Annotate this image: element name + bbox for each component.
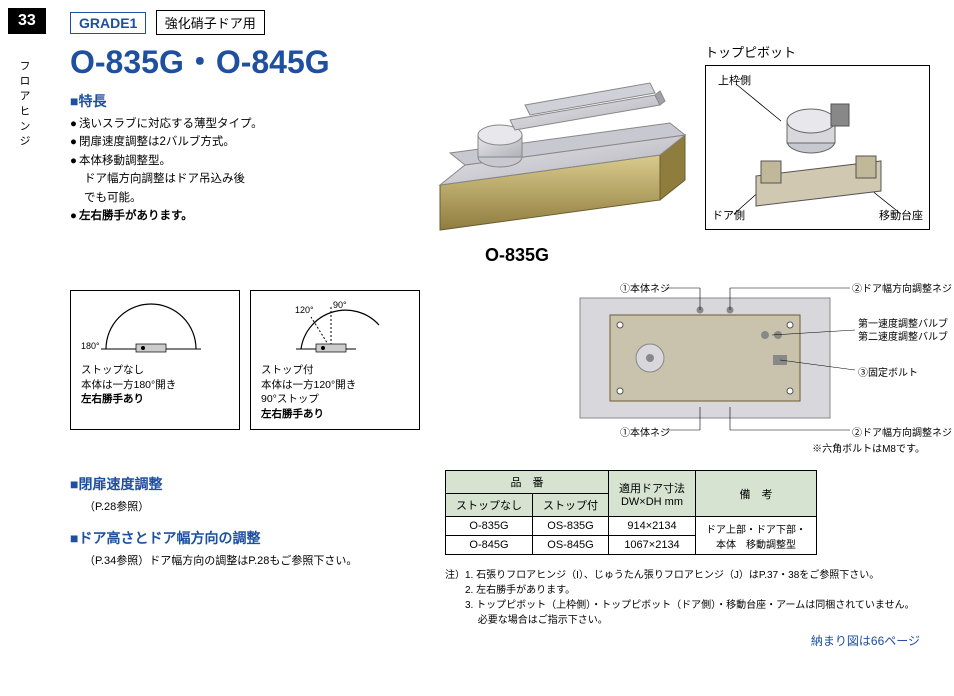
pivot-annotation-top: 上枠側 <box>718 72 751 88</box>
diagram-text: ストップ付本体は一方120°開き90°ストップ左右勝手あり <box>261 363 409 422</box>
table-header: 備 考 <box>696 471 817 517</box>
annotation: 第一速度調整バルブ第二速度調整バルブ <box>858 318 948 344</box>
component-diagram: ①本体ネジ ②ドア幅方向調整ネジ 第一速度調整バルブ第二速度調整バルブ ③固定ボ… <box>520 280 935 445</box>
svg-text:180°: 180° <box>81 341 100 351</box>
grade-badge: GRADE1 <box>70 12 146 34</box>
diagram-with-stop: 120° 90° ストップ付本体は一方120°開き90°ストップ左右勝手あり <box>250 290 420 430</box>
page-number: 33 <box>8 8 46 34</box>
usage-badge: 強化硝子ドア用 <box>156 10 265 35</box>
arc-180-icon: 180° <box>81 299 231 359</box>
product-image-label: O-835G <box>485 245 549 266</box>
component-illustration <box>520 280 935 440</box>
top-pivot-title: トップピボット <box>705 42 930 61</box>
diagram-text: ストップなし本体は一方180°開き左右勝手あり <box>81 363 229 407</box>
diagram-no-stop: 180° ストップなし本体は一方180°開き左右勝手あり <box>70 290 240 430</box>
opening-diagram-row: 180° ストップなし本体は一方180°開き左右勝手あり 120° 90° スト… <box>70 290 430 430</box>
annotation: ②ドア幅方向調整ネジ <box>852 424 952 439</box>
annotation: ②ドア幅方向調整ネジ <box>852 280 952 295</box>
side-category-label: フロアヒンジ <box>16 60 32 150</box>
table-header: ストップ付 <box>533 494 609 517</box>
spec-table: 品 番 適用ドア寸法DW×DH mm 備 考 ストップなし ストップ付 O-83… <box>445 470 817 555</box>
table-row: O-835G OS-835G 914×2134 ドア上部・ドア下部・本体 移動調… <box>446 517 817 536</box>
table-header: 品 番 <box>446 471 609 494</box>
pivot-annotation-left: ドア側 <box>712 207 745 223</box>
pivot-annotation-right: 移動台座 <box>879 207 923 223</box>
top-pivot-frame: 上枠側 ドア側 移動台座 <box>705 65 930 230</box>
svg-text:90°: 90° <box>333 300 347 310</box>
table-header: 適用ドア寸法DW×DH mm <box>609 471 696 517</box>
page-reference-link: 納まり図は66ページ <box>811 632 920 649</box>
annotation: ③固定ボルト <box>858 364 918 379</box>
table-notes: 注）1. 石張りフロアヒンジ（I）、じゅうたん張りフロアヒンジ（J）はP.37・… <box>445 568 915 628</box>
component-note: ※六角ボルトはM8です。 <box>812 440 925 455</box>
svg-text:120°: 120° <box>295 305 314 315</box>
top-pivot-section: トップピボット 上枠側 ドア側 移動台座 <box>705 42 930 230</box>
table-header: ストップなし <box>446 494 533 517</box>
annotation: ①本体ネジ <box>620 280 670 295</box>
adjustment-sections: ■閉扉速度調整（P.28参照）■ドア高さとドア幅方向の調整（P.34参照）ドア幅… <box>70 460 357 568</box>
annotation: ①本体ネジ <box>620 424 670 439</box>
arc-120-icon: 120° 90° <box>261 299 411 359</box>
product-image <box>380 65 700 235</box>
